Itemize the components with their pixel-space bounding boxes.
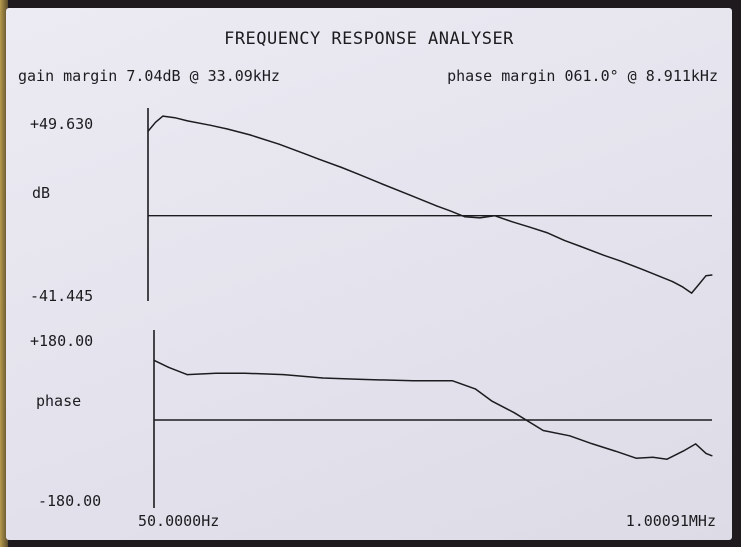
data-point <box>226 128 228 130</box>
freq-axis-max-label: 1.00091MHz <box>625 512 716 530</box>
data-point <box>580 245 582 248</box>
data-point <box>705 275 707 277</box>
data-point <box>412 380 414 382</box>
data-point <box>318 158 320 160</box>
data-point <box>341 166 343 169</box>
data-point <box>186 120 189 122</box>
data-point <box>464 216 466 218</box>
gain-plot <box>147 108 713 301</box>
data-point <box>210 124 212 126</box>
data-point <box>546 232 548 234</box>
data-point <box>474 388 476 390</box>
data-point <box>380 183 382 185</box>
data-point <box>494 215 496 217</box>
data-point <box>511 221 513 223</box>
phase-axis-min-label: -180.00 <box>38 492 102 510</box>
phase-margin-readout: phase margin 061.0° @ 8.911kHz <box>447 67 718 85</box>
data-point <box>635 457 637 459</box>
data-point <box>153 359 155 361</box>
data-point <box>619 260 621 262</box>
data-point <box>682 450 684 452</box>
data-point <box>244 372 246 374</box>
data-point <box>711 274 713 276</box>
data-point <box>513 412 515 414</box>
series-line <box>153 359 713 460</box>
data-point <box>682 286 684 288</box>
data-point <box>162 115 164 117</box>
data-point <box>591 443 594 445</box>
data-point <box>542 429 544 432</box>
analyser-screen: FREQUENCY RESPONSE ANALYSER gain margin … <box>6 8 732 540</box>
data-point <box>603 254 605 256</box>
data-point <box>698 283 700 285</box>
data-point <box>491 400 493 402</box>
freq-axis-min-label: 50.0000Hz <box>138 512 220 530</box>
data-point <box>154 121 157 123</box>
data-point <box>528 226 530 228</box>
screen-title: FREQUENCY RESPONSE ANALYSER <box>224 29 514 49</box>
data-point <box>711 455 713 457</box>
data-point <box>652 456 654 458</box>
bezel <box>0 0 8 547</box>
db-axis-label: dB <box>32 184 51 202</box>
phase-plot <box>153 330 713 508</box>
db-axis-min-label: -41.445 <box>30 287 94 305</box>
data-point <box>283 374 285 376</box>
data-point <box>705 452 707 454</box>
data-point <box>479 217 481 219</box>
data-point <box>215 372 217 374</box>
db-axis-max-label: +49.630 <box>30 115 94 133</box>
plots-svg <box>147 108 713 508</box>
phase-axis-label: phase <box>36 392 82 410</box>
data-point <box>409 194 411 196</box>
data-point <box>563 239 566 241</box>
data-point <box>642 269 645 271</box>
data-point <box>614 450 616 452</box>
data-point <box>186 374 188 376</box>
data-point <box>357 173 359 175</box>
data-point <box>691 292 693 294</box>
data-point <box>278 143 280 145</box>
data-point <box>361 378 363 380</box>
data-point <box>449 210 451 212</box>
data-point <box>569 435 571 437</box>
data-point <box>305 153 307 155</box>
data-point <box>451 380 454 382</box>
data-point <box>671 281 674 283</box>
data-point <box>659 275 661 277</box>
data-point <box>695 443 697 445</box>
series-line <box>147 115 713 294</box>
data-point <box>168 366 170 368</box>
data-point <box>174 117 176 119</box>
gain-margin-readout: gain margin 7.04dB @ 33.09kHz <box>18 67 280 85</box>
data-point <box>249 134 251 136</box>
data-point <box>436 205 438 207</box>
data-point <box>666 458 668 460</box>
data-point <box>147 130 149 132</box>
data-point <box>322 377 324 379</box>
phase-axis-max-label: +180.00 <box>30 332 94 350</box>
